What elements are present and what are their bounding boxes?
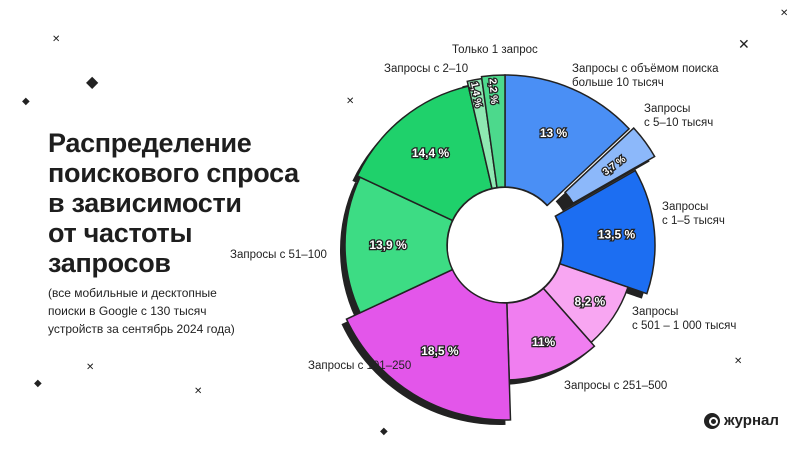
- sparkle-icon: ✕: [194, 386, 203, 397]
- label-over-10k: Запросы с объёмом поиска больше 10 тысяч: [572, 63, 719, 89]
- value-label: 13,9 %: [369, 238, 407, 252]
- subtitle-line: поиски в Google с 130 тысяч: [48, 304, 207, 318]
- label-501-1000: Запросы с 501 – 1 000 тысяч: [632, 306, 737, 332]
- diamond-icon: ◆: [380, 426, 388, 437]
- sparkle-icon: ✕: [346, 96, 355, 107]
- subtitle-line: устройств за сентябрь 2024 года): [48, 322, 235, 336]
- subtitle: (все мобильные и десктопные поиски в Goo…: [48, 284, 235, 338]
- value-label: 11%: [532, 335, 556, 349]
- donut-hole: [448, 188, 562, 302]
- brand-name: журнал: [724, 412, 779, 429]
- title-line: поискового спроса: [48, 158, 299, 188]
- label-2-10: Запросы с 2–10: [384, 63, 469, 75]
- sparkle-icon: ✕: [738, 36, 750, 52]
- diamond-icon: ◆: [34, 378, 42, 389]
- title-line: запросов: [48, 248, 171, 278]
- slice: [554, 169, 656, 295]
- logo-icon: [704, 412, 720, 429]
- label-only-1: Только 1 запрос: [452, 44, 538, 56]
- label-101-250: Запросы с 101–250: [308, 360, 412, 372]
- slice: [504, 74, 631, 207]
- brand-logo: журнал: [704, 412, 779, 429]
- slice: [480, 74, 506, 189]
- value-label: 13 %: [540, 126, 568, 140]
- slice: [344, 176, 454, 314]
- label-251-500: Запросы с 251–500: [564, 380, 668, 392]
- title-line: в зависимости: [48, 188, 242, 218]
- label-1-5k: Запросы с 1–5 тысяч: [662, 201, 725, 227]
- sparkle-icon: ✕: [734, 356, 743, 367]
- slice: [345, 268, 512, 421]
- subtitle-line: (все мобильные и десктопные: [48, 286, 217, 300]
- value-label: 8,2 %: [574, 295, 605, 309]
- slice: [356, 85, 493, 222]
- label-51-100: Запросы с 51–100: [230, 249, 327, 261]
- slice: [563, 127, 656, 205]
- diamond-icon: ◆: [22, 96, 30, 107]
- value-label: 18,5 %: [421, 344, 459, 358]
- sparkle-icon: ✕: [86, 362, 95, 373]
- diamond-icon: ◆: [86, 74, 99, 91]
- sparkle-icon: ✕: [52, 34, 61, 45]
- title-line: от частоты: [48, 218, 193, 248]
- sparkle-icon: ✕: [780, 8, 789, 19]
- label-5-10k: Запросы с 5–10 тысяч: [644, 103, 714, 129]
- value-label: 13,5 %: [598, 227, 636, 241]
- value-label: 2,2 %: [486, 78, 499, 104]
- value-label: 14,4 %: [412, 146, 450, 160]
- page-title: Распределение поискового спроса в зависи…: [48, 128, 299, 278]
- title-line: Распределение: [48, 128, 252, 158]
